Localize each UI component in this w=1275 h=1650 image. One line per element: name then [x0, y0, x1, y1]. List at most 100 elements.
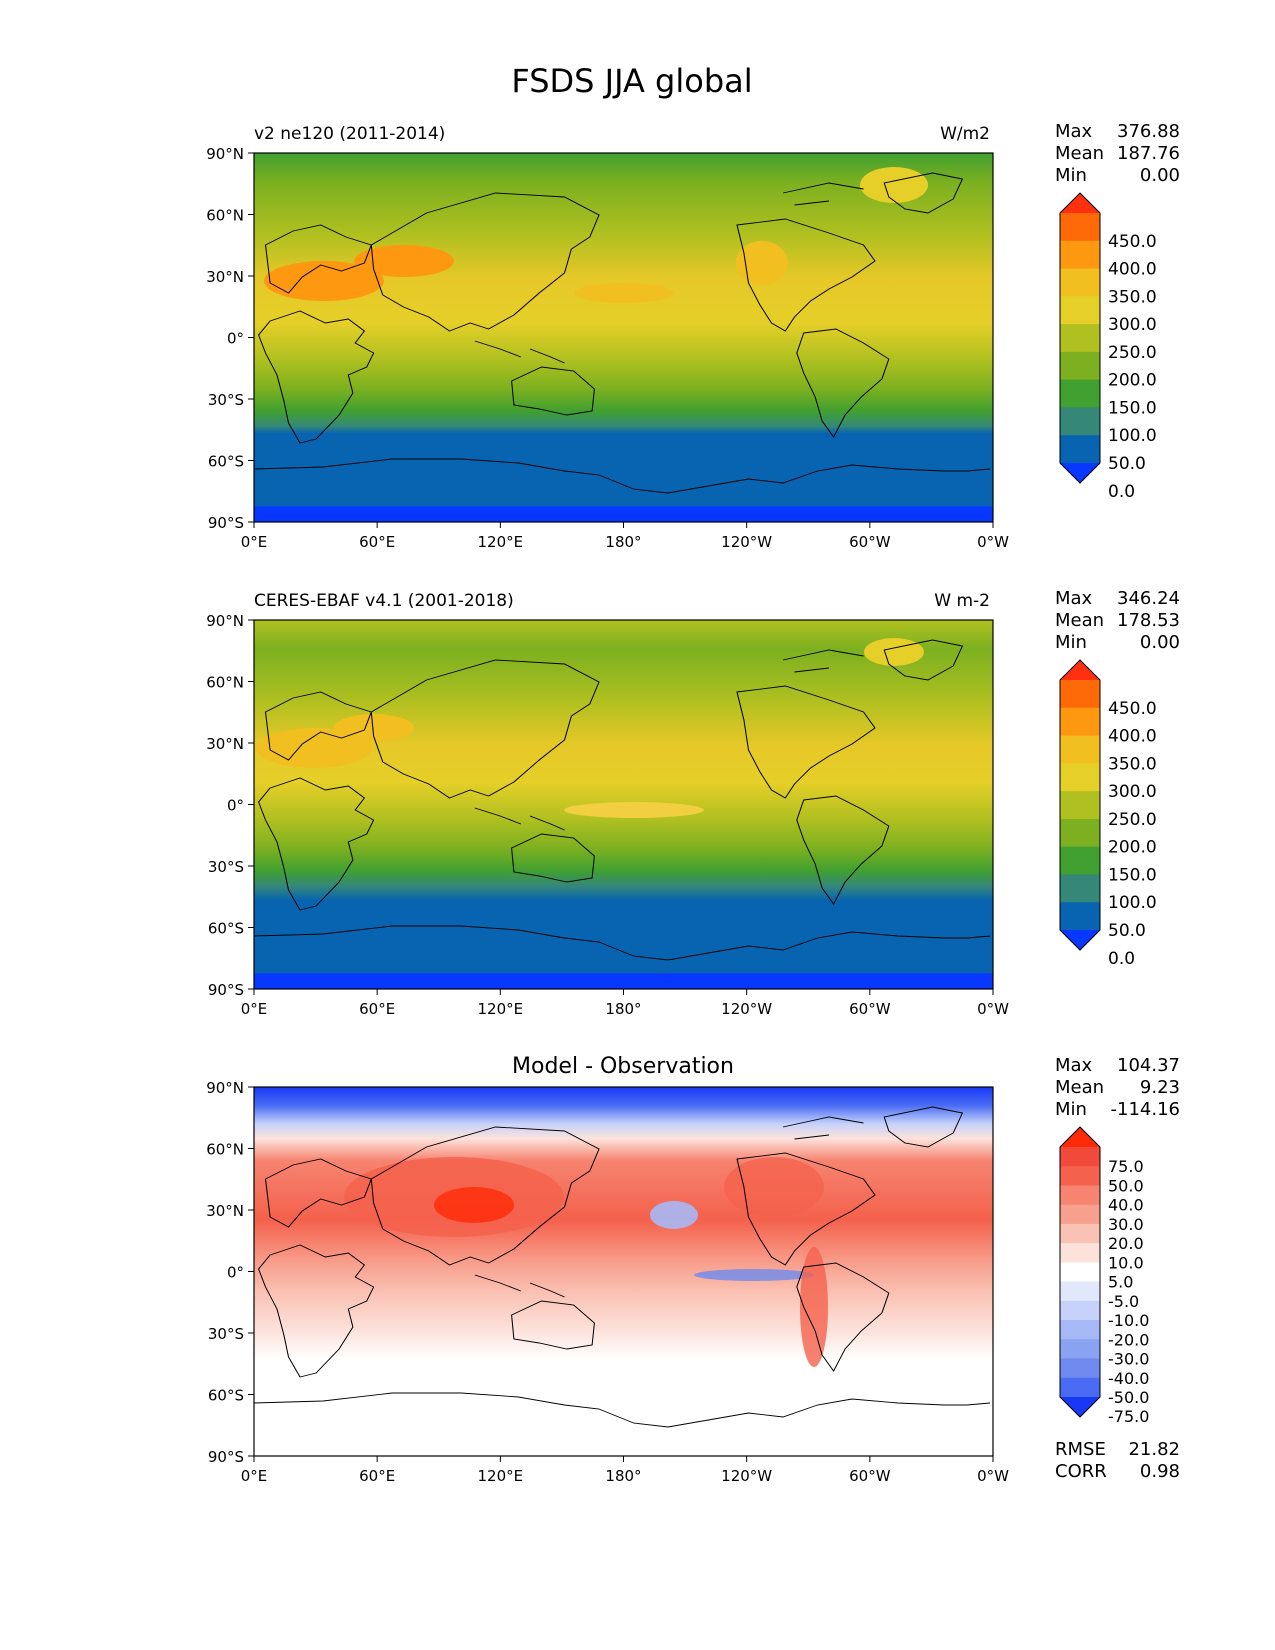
lat-label: 0° — [227, 797, 244, 815]
colorbar-level-label: 250.0 — [1108, 343, 1157, 363]
lon-label: 60°W — [849, 1467, 891, 1485]
stat-label-mean: Mean — [1055, 610, 1104, 631]
stat-value-mean: 187.76 — [1117, 143, 1180, 164]
colorbar-diff: 75.050.040.030.020.010.05.0-5.0-10.0-20.… — [1059, 1126, 1149, 1426]
colorbar-level-label: 450.0 — [1108, 232, 1157, 252]
colorbar-level-label: 50.0 — [1108, 921, 1146, 941]
lat-label: 60°S — [208, 1387, 244, 1405]
stat-label-min: Min — [1055, 165, 1087, 186]
colorbar-segment — [1060, 1320, 1100, 1340]
colorbar-level-label: -10.0 — [1108, 1311, 1149, 1330]
lon-label: 60°E — [359, 533, 395, 551]
colorbar-level-label: 150.0 — [1108, 865, 1157, 885]
colorbar-segment — [1060, 1358, 1100, 1379]
figure-title: FSDS JJA global — [511, 62, 752, 100]
colorbar-segment — [1060, 1166, 1100, 1186]
stat-value-min: -114.16 — [1111, 1099, 1180, 1120]
colorbar-level-label: 100.0 — [1108, 426, 1157, 446]
colorbar-segment — [1060, 379, 1100, 408]
lon-label: 180° — [605, 533, 641, 551]
colorbar-segment — [1060, 763, 1100, 792]
panel-diff-title: Model - Observation — [512, 1054, 734, 1079]
panel-model: v2 ne120 (2011-2014) W/m2 — [253, 124, 994, 523]
colorbar-segment — [1060, 1281, 1100, 1302]
map-arabia-high — [334, 714, 414, 742]
map-asia-core — [434, 1187, 514, 1223]
stat-value-mean: 9.23 — [1140, 1077, 1180, 1098]
stat-value-corr: 0.98 — [1140, 1461, 1180, 1482]
lon-label: 120°E — [478, 1467, 524, 1485]
colorbar-segment — [1060, 707, 1100, 737]
colorbar-level-label: 100.0 — [1108, 893, 1157, 913]
lon-label: 0°W — [977, 1467, 1009, 1485]
colorbar-segment — [1060, 1243, 1100, 1263]
colorbar-level-label: 40.0 — [1108, 1196, 1144, 1215]
lat-label: 30°N — [206, 735, 244, 753]
colorbar-segment — [1060, 1339, 1100, 1360]
colorbar-obs: 450.0 400.0 350.0 300.0 250.0 200.0 150.0 100.0… — [1059, 659, 1157, 969]
map-na-warm — [724, 1157, 824, 1217]
lat-label: 60°S — [208, 453, 244, 471]
colorbar-level-label: 250.0 — [1108, 810, 1157, 830]
colorbar-level-label: 200.0 — [1108, 371, 1157, 391]
map-sa-warm — [800, 1247, 828, 1367]
panel-diff: Model - Observation — [253, 1054, 994, 1457]
lon-label: 0°E — [241, 1467, 268, 1485]
colorbar-outline — [1059, 659, 1101, 951]
stat-label-min: Min — [1055, 632, 1087, 653]
colorbar-segment — [1060, 1147, 1100, 1167]
lon-label: 0°W — [977, 1000, 1009, 1018]
colorbar-segment — [1060, 1185, 1100, 1206]
colorbar-segment — [1060, 324, 1100, 353]
colorbar-level-label: 75.0 — [1108, 1157, 1144, 1176]
lon-label: 60°W — [849, 533, 891, 551]
lon-label: 120°W — [721, 533, 772, 551]
colorbar-level-label: 200.0 — [1108, 838, 1157, 858]
lat-label: 90°S — [208, 981, 244, 999]
colorbar-level-label: -50.0 — [1108, 1388, 1149, 1407]
colorbar-level-label: 300.0 — [1108, 315, 1157, 335]
colorbar-level-label: -20.0 — [1108, 1330, 1149, 1349]
map-field — [254, 1087, 993, 1456]
stat-label-max: Max — [1055, 588, 1093, 609]
colorbar-extend-high — [1060, 660, 1100, 680]
lon-label: 120°W — [721, 1467, 772, 1485]
lat-label: 90°S — [208, 514, 244, 532]
lat-label: 30°S — [208, 1325, 244, 1343]
lat-label: 60°N — [206, 207, 244, 225]
lon-label: 180° — [605, 1467, 641, 1485]
lon-label: 120°E — [478, 1000, 524, 1018]
colorbar-level-label: 400.0 — [1108, 260, 1157, 280]
lat-label: 30°S — [208, 858, 244, 876]
stat-value-mean: 178.53 — [1117, 610, 1180, 631]
colorbar-extend-high — [1060, 1127, 1100, 1147]
colorbar-level-label: 20.0 — [1108, 1234, 1144, 1253]
colorbar-segment — [1060, 1223, 1100, 1244]
lon-label: 0°E — [241, 1000, 268, 1018]
colorbar-level-label: -5.0 — [1108, 1292, 1139, 1311]
stat-value-max: 376.88 — [1117, 121, 1180, 142]
colorbar-level-label: 0.0 — [1108, 949, 1135, 969]
colorbar-segment — [1060, 1262, 1100, 1283]
lat-label: 60°N — [206, 1141, 244, 1159]
stat-label-mean: Mean — [1055, 1077, 1104, 1098]
lat-label: 90°S — [208, 1448, 244, 1466]
colorbar-level-label: 350.0 — [1108, 754, 1157, 774]
colorbar-extend-low — [1060, 1397, 1100, 1417]
stat-label-max: Max — [1055, 121, 1093, 142]
stat-label-min: Min — [1055, 1099, 1087, 1120]
colorbar-level-label: 150.0 — [1108, 398, 1157, 418]
map-field — [254, 153, 993, 522]
lat-label: 30°N — [206, 268, 244, 286]
stat-value-min: 0.00 — [1140, 632, 1180, 653]
colorbar-level-label: 400.0 — [1108, 727, 1157, 747]
lon-label: 180° — [605, 1000, 641, 1018]
stat-value-min: 0.00 — [1140, 165, 1180, 186]
panel-model-title: v2 ne120 (2011-2014) — [254, 124, 445, 144]
lat-label: 90°N — [206, 1079, 244, 1097]
colorbar-segment — [1060, 296, 1100, 325]
colorbar-extend-low — [1060, 463, 1100, 483]
colorbar-level-label: 50.0 — [1108, 454, 1146, 474]
lat-label: 60°S — [208, 920, 244, 938]
